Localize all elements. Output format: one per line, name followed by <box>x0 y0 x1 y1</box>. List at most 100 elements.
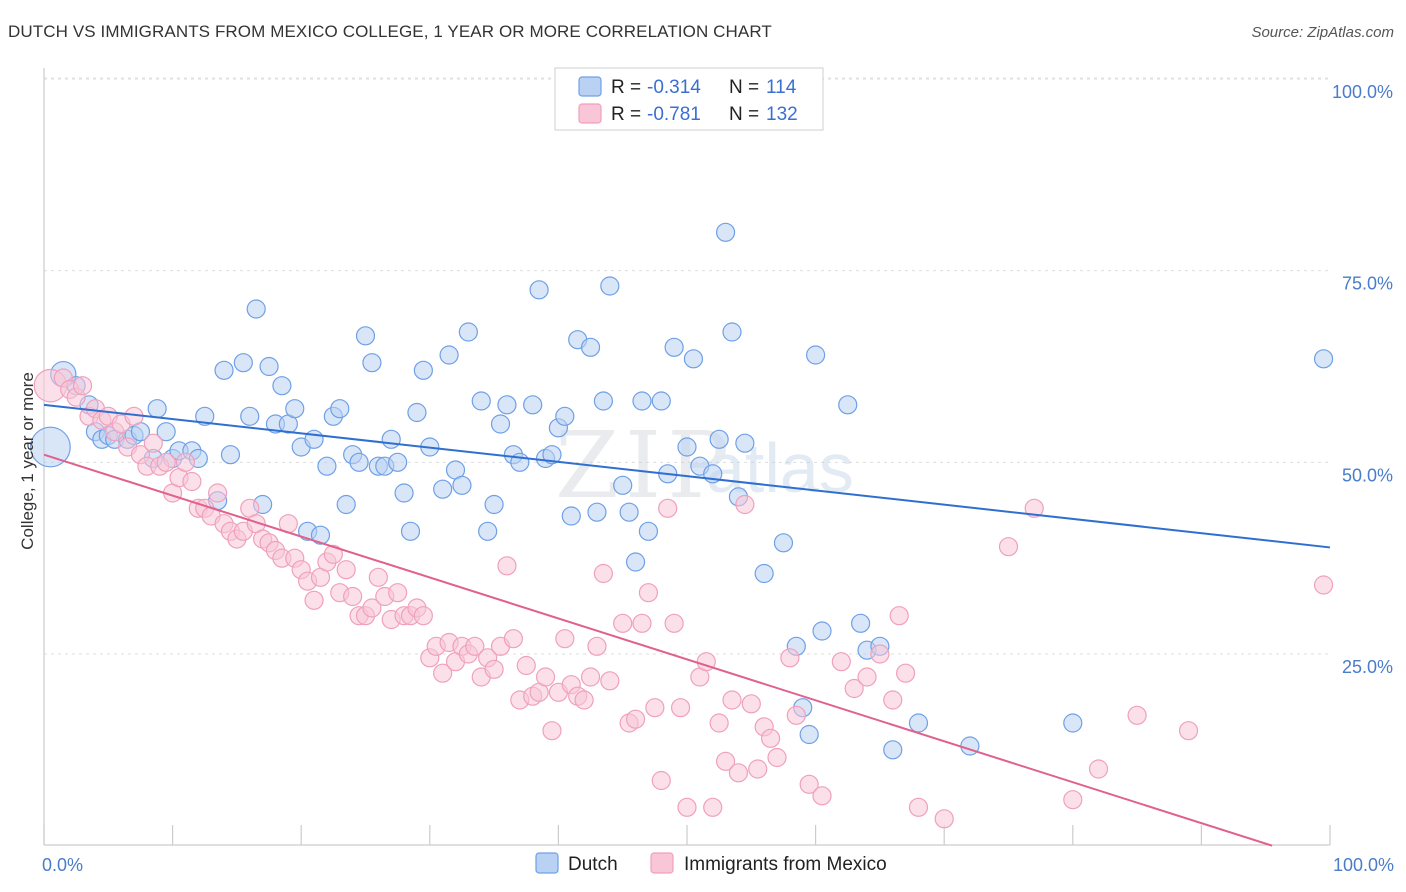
y-tick-label-75: 75.0% <box>1342 274 1393 294</box>
mexico-point-109 <box>760 728 781 748</box>
x-tick-label-0: 0.0% <box>42 855 83 875</box>
series-legend: Dutch Immigrants from Mexico <box>535 852 887 875</box>
mexico-point-96 <box>670 698 691 718</box>
dutch-point-42 <box>362 353 382 373</box>
dutch-point-89 <box>715 222 736 242</box>
mexico-point-127 <box>1088 759 1109 779</box>
dutch-point-79 <box>632 391 652 411</box>
dutch-point-22 <box>233 353 253 373</box>
mexico-point-86 <box>600 671 620 691</box>
dutch-point-46 <box>388 452 408 472</box>
dutch-point-84 <box>677 437 697 457</box>
mexico-point-60 <box>433 663 453 683</box>
dutch-point-64 <box>523 395 543 415</box>
mexico-point-128 <box>1127 705 1147 725</box>
mexico-point-68 <box>484 659 504 679</box>
mexico-point-21 <box>182 471 202 492</box>
dutch-point-55 <box>452 475 472 495</box>
y-tick-label-50: 50.0% <box>1342 465 1393 485</box>
dutch-point-40 <box>349 452 369 472</box>
y-tick-label-25: 25.0% <box>1342 657 1393 677</box>
dutch-point-70 <box>561 506 581 526</box>
dutch-point-99 <box>812 621 832 641</box>
mexico-point-79 <box>555 629 575 649</box>
mexico-point-129 <box>1178 721 1199 741</box>
bottom-legend-swatch-dutch <box>535 852 559 874</box>
mexico-point-15 <box>143 433 163 453</box>
axis-labels: 25.0% 50.0% 75.0% 100.0% 0.0% 100.0% <box>42 82 1394 875</box>
dutch-point-85 <box>683 349 704 369</box>
mexico-point-122 <box>908 797 929 817</box>
mexico-point-50 <box>368 567 388 587</box>
mexico-point-95 <box>664 613 684 633</box>
dutch-point-77 <box>619 502 639 522</box>
trend-lines <box>43 403 1331 847</box>
dutch-point-26 <box>259 356 279 377</box>
dutch-point-67 <box>542 445 562 465</box>
legend-n-label-2: N = <box>729 104 759 125</box>
dutch-point-23 <box>240 406 260 426</box>
dutch-point-60 <box>490 414 511 434</box>
mexico-point-113 <box>799 774 819 794</box>
mexico-point-123 <box>934 809 954 829</box>
dutch-point-18 <box>195 406 215 426</box>
mexico-point-130 <box>1313 575 1334 595</box>
mexico-point-124 <box>998 537 1019 557</box>
dutch-trend-line <box>43 403 1331 549</box>
mexico-point-82 <box>574 690 594 710</box>
mexico-point-57 <box>413 606 433 626</box>
dutch-point-41 <box>355 326 376 346</box>
mexico-point-53 <box>388 583 408 603</box>
mexico-point-89 <box>625 709 646 729</box>
dutch-point-33 <box>304 429 324 449</box>
mexico-point-106 <box>741 694 761 714</box>
dutch-point-58 <box>478 521 498 541</box>
dutch-point-65 <box>529 280 549 300</box>
mexico-point-103 <box>722 690 742 710</box>
legend-swatch-mexico <box>578 103 602 124</box>
mexico-point-90 <box>632 613 652 633</box>
mexico-point-116 <box>844 678 864 699</box>
bottom-legend-swatch-mexico <box>650 852 674 874</box>
dutch-point-98 <box>805 345 826 365</box>
dutch-point-30 <box>285 399 305 419</box>
dutch-point-80 <box>638 521 659 541</box>
dutch-point-92 <box>735 433 755 453</box>
mexico-point-126 <box>1063 790 1083 810</box>
dutch-point-61 <box>497 395 517 415</box>
mexico-point-20 <box>175 452 196 472</box>
mexico-point-101 <box>709 713 729 733</box>
legend-r-label-1: R = <box>611 77 641 98</box>
mexico-point-70 <box>497 556 517 576</box>
dutch-point-21 <box>220 445 241 465</box>
mexico-point-87 <box>613 613 633 633</box>
dutch-point-69 <box>555 406 575 426</box>
y-axis-label: College, 1 year or more <box>18 372 37 550</box>
mexico-point-97 <box>677 797 697 817</box>
dutch-point-49 <box>407 402 427 423</box>
mexico-point-4 <box>72 376 93 396</box>
mexico-point-114 <box>812 786 832 806</box>
dutch-point-72 <box>580 337 601 357</box>
mexico-point-117 <box>857 667 877 687</box>
mexico-point-112 <box>786 705 806 725</box>
legend-swatch-dutch <box>578 76 602 97</box>
dutch-point-104 <box>883 740 903 760</box>
dutch-point-88 <box>709 429 729 449</box>
data-points <box>30 222 1334 829</box>
mexico-point-65 <box>465 636 485 656</box>
dutch-point-74 <box>593 391 614 411</box>
mexico-point-104 <box>728 763 749 783</box>
dutch-point-20 <box>214 360 234 380</box>
mexico-point-94 <box>658 498 678 518</box>
mexico-point-92 <box>645 698 665 718</box>
bottom-legend-label-dutch: Dutch <box>568 854 618 875</box>
mexico-point-110 <box>767 747 787 768</box>
correlation-legend: R = -0.314 N = 114 R = -0.781 N = 132 <box>554 67 824 131</box>
dutch-point-0 <box>30 426 71 468</box>
legend-r-value-1: -0.314 <box>647 77 701 98</box>
mexico-point-40 <box>304 590 324 610</box>
mexico-point-120 <box>889 606 909 626</box>
legend-r-label-2: R = <box>611 104 641 125</box>
mexico-point-107 <box>748 759 768 779</box>
